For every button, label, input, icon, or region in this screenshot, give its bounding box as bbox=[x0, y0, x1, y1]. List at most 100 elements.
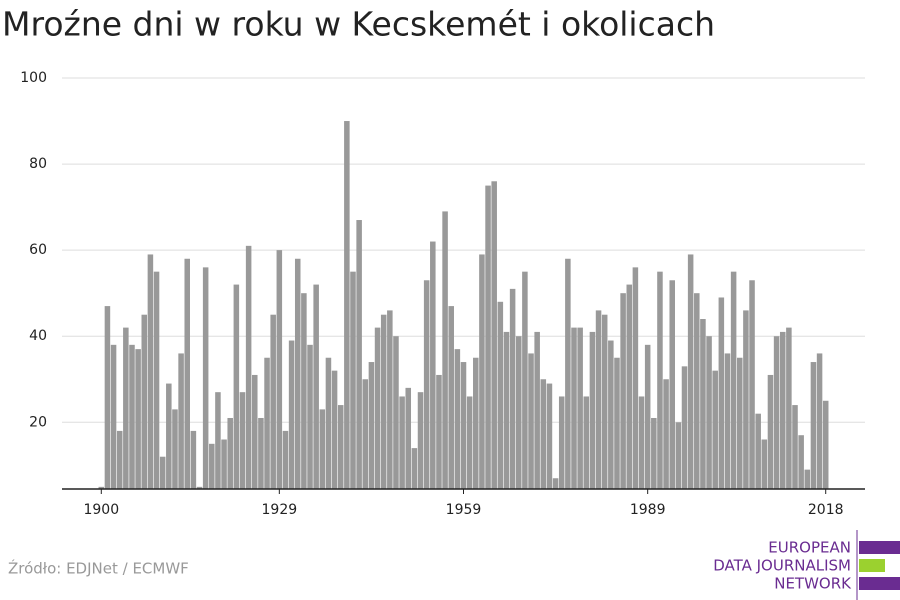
bar bbox=[497, 301, 504, 489]
bar bbox=[252, 374, 258, 489]
y-tick-label: 100 bbox=[20, 70, 47, 86]
bar bbox=[761, 439, 768, 489]
bar bbox=[632, 267, 639, 489]
x-tick-label: 1900 bbox=[83, 502, 119, 518]
bar bbox=[221, 439, 227, 489]
bar bbox=[135, 349, 141, 489]
y-tick-label: 20 bbox=[29, 414, 47, 430]
bar bbox=[614, 357, 620, 489]
bar bbox=[712, 370, 718, 489]
y-tick-label: 40 bbox=[29, 328, 47, 344]
bar bbox=[546, 383, 553, 489]
x-tick-label: 2018 bbox=[808, 502, 844, 518]
x-tick-label: 1989 bbox=[630, 502, 666, 518]
bar bbox=[123, 327, 129, 489]
bar bbox=[190, 430, 197, 489]
bar bbox=[337, 405, 344, 489]
bar bbox=[362, 379, 369, 489]
bar bbox=[417, 392, 424, 489]
y-tick-label: 80 bbox=[29, 156, 47, 172]
bar bbox=[601, 314, 608, 489]
bar bbox=[786, 327, 792, 489]
bar bbox=[749, 280, 755, 489]
bar bbox=[405, 387, 412, 489]
bar bbox=[374, 327, 381, 489]
logo-text: EUROPEAN bbox=[768, 539, 851, 557]
x-tick-label: 1929 bbox=[262, 502, 298, 518]
bar bbox=[773, 336, 780, 489]
bar bbox=[239, 392, 246, 489]
bar bbox=[755, 413, 761, 489]
bar bbox=[282, 430, 289, 489]
bar bbox=[730, 271, 737, 489]
bar bbox=[675, 422, 682, 489]
bar bbox=[583, 396, 590, 489]
bar bbox=[196, 486, 203, 489]
bar bbox=[503, 331, 510, 489]
bar bbox=[595, 310, 602, 489]
logo-bar bbox=[859, 577, 900, 590]
bar bbox=[651, 417, 657, 489]
bar bbox=[822, 400, 829, 489]
bar bbox=[399, 396, 405, 489]
bar bbox=[552, 478, 559, 489]
logo-text: NETWORK bbox=[774, 575, 852, 593]
source: Źródło: EDJNet / ECMWF bbox=[8, 559, 189, 578]
bar bbox=[159, 456, 166, 489]
bar bbox=[184, 258, 191, 489]
bar bbox=[356, 220, 362, 489]
bar bbox=[798, 435, 804, 489]
bar bbox=[767, 374, 774, 489]
logo-bar bbox=[859, 541, 900, 554]
bar bbox=[227, 417, 233, 489]
bar bbox=[436, 374, 442, 489]
y-tick-label: 60 bbox=[29, 242, 47, 258]
bar bbox=[473, 357, 479, 489]
bar bbox=[288, 340, 295, 489]
bar bbox=[700, 319, 706, 489]
bar bbox=[681, 366, 688, 489]
bar bbox=[245, 245, 252, 489]
bar bbox=[466, 396, 473, 489]
bar bbox=[98, 486, 105, 489]
bar bbox=[307, 344, 313, 489]
bar bbox=[380, 314, 387, 489]
bar bbox=[687, 254, 694, 489]
bar bbox=[147, 254, 154, 489]
bar bbox=[442, 211, 448, 489]
bar bbox=[620, 293, 626, 489]
bar bbox=[534, 331, 540, 489]
bar bbox=[276, 250, 283, 489]
bar bbox=[270, 314, 276, 489]
bar bbox=[411, 448, 418, 489]
bar bbox=[393, 336, 399, 489]
bar bbox=[313, 284, 319, 489]
bar bbox=[522, 271, 528, 489]
bar bbox=[172, 409, 178, 489]
bar bbox=[816, 353, 823, 489]
bar bbox=[233, 284, 240, 489]
bar bbox=[116, 430, 123, 489]
bar bbox=[202, 267, 209, 489]
bar bbox=[515, 336, 522, 489]
bar bbox=[460, 362, 467, 489]
bar bbox=[423, 280, 430, 489]
bar bbox=[638, 396, 645, 489]
bar bbox=[706, 336, 712, 489]
bar bbox=[178, 353, 184, 489]
bar bbox=[792, 405, 798, 489]
bar bbox=[264, 357, 270, 489]
bar bbox=[718, 297, 725, 489]
bar bbox=[810, 362, 817, 489]
bar bbox=[565, 258, 571, 489]
bar bbox=[350, 271, 356, 489]
bar bbox=[608, 340, 614, 489]
bar bbox=[319, 409, 326, 489]
bar bbox=[577, 327, 583, 489]
bar bbox=[294, 258, 301, 489]
bar bbox=[644, 344, 651, 489]
bar bbox=[657, 271, 663, 489]
bar bbox=[485, 185, 491, 490]
bar bbox=[325, 357, 332, 489]
bar bbox=[736, 357, 743, 489]
